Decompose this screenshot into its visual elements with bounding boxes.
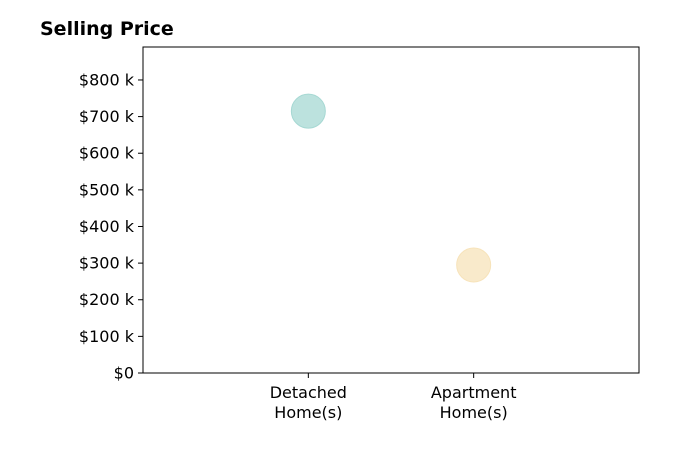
data-points <box>290 93 492 283</box>
data-point <box>290 93 326 129</box>
y-tick-label: $100 k <box>79 327 135 346</box>
y-axis: $0 $100 k $200 k $300 k $400 k $500 k $600 k $7… <box>79 70 143 383</box>
x-tick-label: Detached Home(s) <box>270 383 347 422</box>
plot-area-frame <box>142 46 640 374</box>
chart-title: Selling Price <box>40 18 174 40</box>
x-tick-label: Apartment Home(s) <box>431 383 517 422</box>
y-tick-label: $700 k <box>79 107 135 126</box>
y-tick-label: $0 <box>114 364 134 383</box>
x-axis: Detached Home(s) Apartment Home(s) <box>270 373 517 422</box>
y-tick-label: $500 k <box>79 180 135 199</box>
data-point <box>456 247 492 283</box>
y-tick-label: $300 k <box>79 254 135 273</box>
y-tick-label: $400 k <box>79 217 135 236</box>
y-tick-label: $800 k <box>79 70 135 89</box>
y-tick-label: $600 k <box>79 144 135 163</box>
y-tick-label: $200 k <box>79 290 135 309</box>
